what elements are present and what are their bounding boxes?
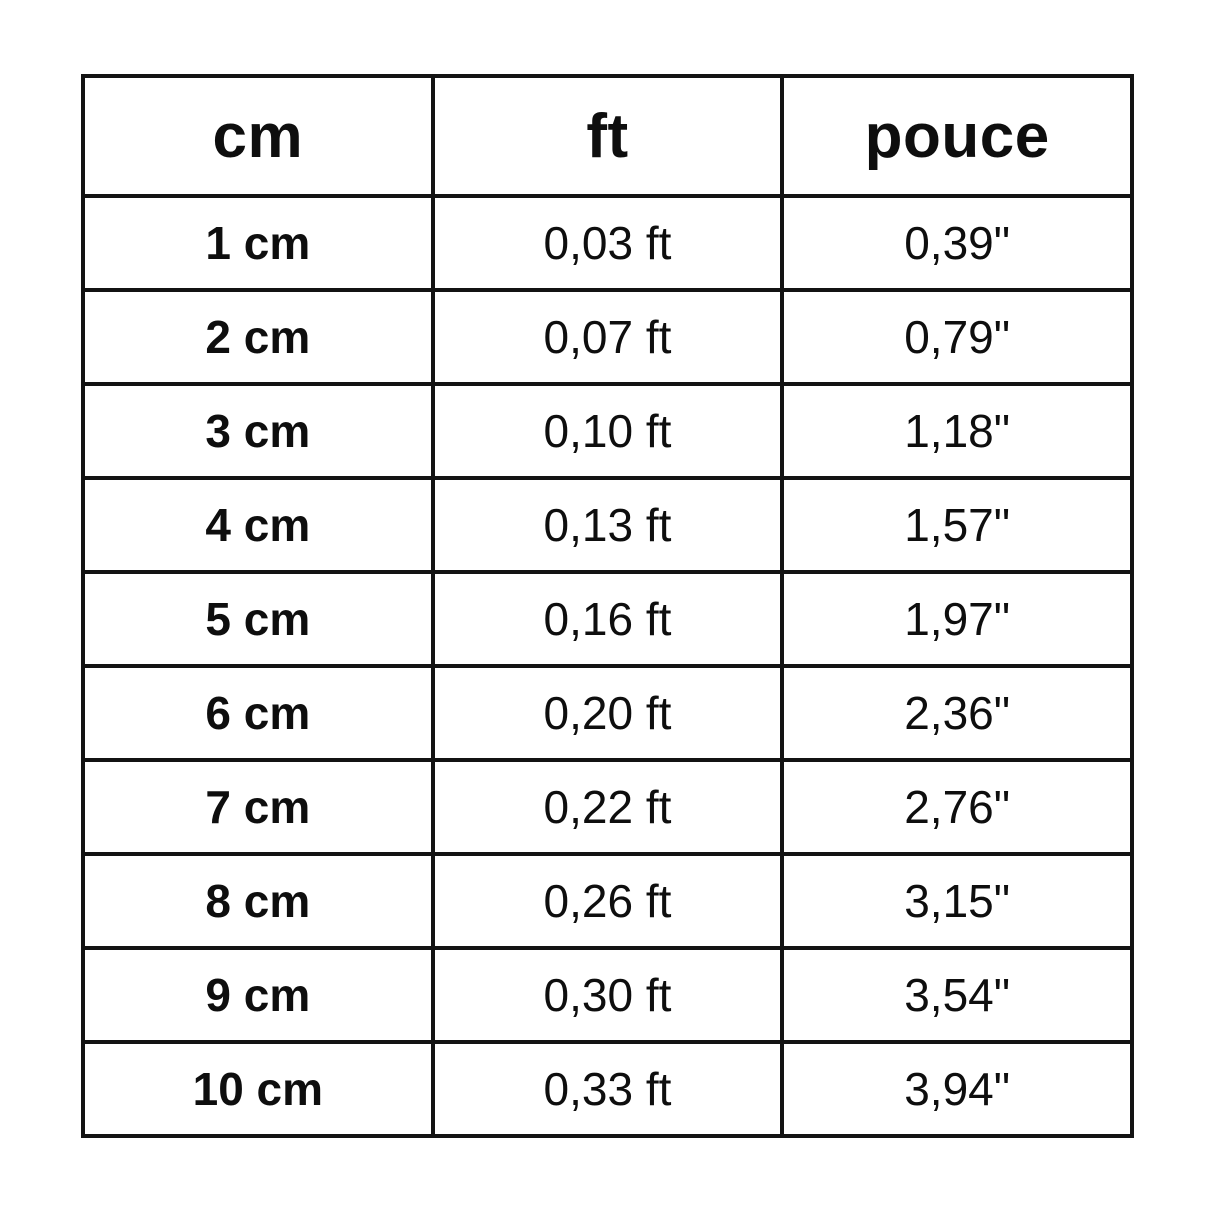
cell-pouce: 1,18": [780, 382, 1134, 480]
cell-ft: 0,26 ft: [430, 852, 785, 950]
cell-ft: 0,20 ft: [430, 664, 785, 762]
cell-ft: 0,07 ft: [430, 288, 785, 386]
cell-pouce: 0,79": [780, 288, 1134, 386]
cm-ft-pouce-table: cm ft pouce 1 cm 0,03 ft 0,39" 2 cm 0,07…: [81, 74, 1134, 1138]
cell-ft: 0,30 ft: [430, 946, 785, 1044]
column-header-pouce: pouce: [780, 74, 1134, 198]
table-row: 7 cm 0,22 ft 2,76": [81, 758, 1134, 856]
cell-ft: 0,03 ft: [430, 194, 785, 292]
cell-ft: 0,22 ft: [430, 758, 785, 856]
table-row: 1 cm 0,03 ft 0,39": [81, 194, 1134, 292]
table-row: 2 cm 0,07 ft 0,79": [81, 288, 1134, 386]
cell-cm: 9 cm: [81, 946, 435, 1044]
table-row: 6 cm 0,20 ft 2,36": [81, 664, 1134, 762]
cell-pouce: 3,94": [780, 1040, 1134, 1138]
cell-ft: 0,33 ft: [430, 1040, 785, 1138]
cell-cm: 1 cm: [81, 194, 435, 292]
cell-pouce: 3,54": [780, 946, 1134, 1044]
cell-pouce: 0,39": [780, 194, 1134, 292]
cell-pouce: 2,36": [780, 664, 1134, 762]
table-row: 8 cm 0,26 ft 3,15": [81, 852, 1134, 950]
table-row: 10 cm 0,33 ft 3,94": [81, 1040, 1134, 1138]
table-row: 9 cm 0,30 ft 3,54": [81, 946, 1134, 1044]
cell-cm: 4 cm: [81, 476, 435, 574]
cell-cm: 8 cm: [81, 852, 435, 950]
cell-cm: 7 cm: [81, 758, 435, 856]
header-row: cm ft pouce: [81, 74, 1134, 198]
cell-cm: 2 cm: [81, 288, 435, 386]
table-row: 4 cm 0,13 ft 1,57": [81, 476, 1134, 574]
column-header-ft: ft: [430, 74, 785, 198]
table-row: 3 cm 0,10 ft 1,18": [81, 382, 1134, 480]
cell-pouce: 1,57": [780, 476, 1134, 574]
cell-pouce: 1,97": [780, 570, 1134, 668]
cell-cm: 5 cm: [81, 570, 435, 668]
cell-cm: 3 cm: [81, 382, 435, 480]
cell-ft: 0,10 ft: [430, 382, 785, 480]
cell-ft: 0,16 ft: [430, 570, 785, 668]
column-header-cm: cm: [81, 74, 435, 198]
cell-cm: 10 cm: [81, 1040, 435, 1138]
cell-pouce: 2,76": [780, 758, 1134, 856]
table-row: 5 cm 0,16 ft 1,97": [81, 570, 1134, 668]
cell-ft: 0,13 ft: [430, 476, 785, 574]
cell-cm: 6 cm: [81, 664, 435, 762]
cell-pouce: 3,15": [780, 852, 1134, 950]
